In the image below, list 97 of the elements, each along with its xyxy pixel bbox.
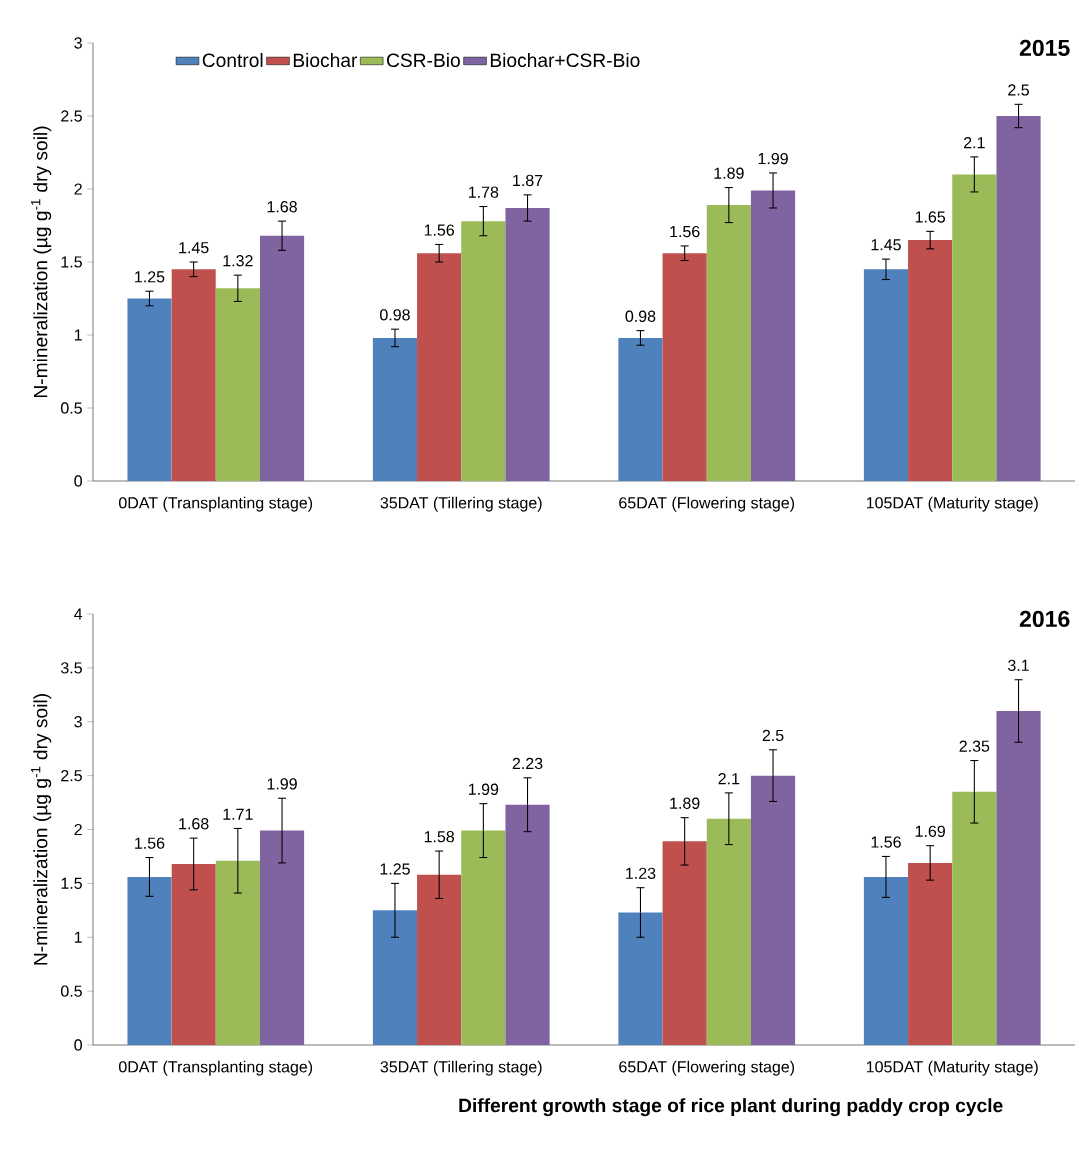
- x-tick-label: 65DAT (Flowering stage): [619, 496, 795, 512]
- data-label: 1.23: [626, 867, 656, 879]
- y-tick-label: 1: [74, 329, 82, 341]
- data-label: 2.1: [964, 137, 985, 149]
- bar: [505, 804, 550, 1046]
- bar: [706, 205, 751, 481]
- y-tick-label: 1.5: [61, 256, 82, 268]
- chart-title: 2015: [1019, 39, 1070, 57]
- data-label: 1.32: [223, 255, 253, 267]
- y-tick-label: 0.5: [60, 402, 82, 414]
- bar: [417, 253, 462, 481]
- data-label: 1.78: [468, 186, 499, 198]
- y-tick-label: 2: [74, 183, 82, 195]
- x-tick-label: 105DAT (Maturity stage): [866, 496, 1038, 512]
- bar: [952, 174, 997, 481]
- legend-label: Biochar+CSR-Bio: [490, 52, 640, 68]
- bar: [750, 775, 796, 1046]
- data-label: 1.45: [871, 239, 901, 251]
- y-tick-label: 3: [74, 37, 82, 49]
- data-label: 1.68: [179, 818, 209, 830]
- legend-label: CSR-Bio: [387, 52, 460, 68]
- data-label: 1.65: [915, 211, 946, 223]
- bar: [952, 791, 997, 1046]
- bar: [171, 863, 216, 1046]
- data-label: 1.87: [513, 174, 543, 187]
- data-label: 1.56: [670, 225, 700, 238]
- x-tick-label: 35DAT (Tillering stage): [380, 1060, 542, 1076]
- data-label: 2.1: [718, 773, 740, 785]
- data-label: 1.56: [424, 224, 455, 236]
- bar: [461, 221, 506, 481]
- bar: [618, 912, 663, 1046]
- bar: [259, 235, 305, 481]
- data-label: 1.56: [135, 837, 165, 849]
- y-tick-label: 2.5: [61, 110, 82, 122]
- bar: [372, 910, 418, 1046]
- bar: [662, 253, 707, 481]
- y-tick-label: 0.5: [60, 985, 82, 997]
- data-label: 3.1: [1008, 659, 1029, 672]
- bar: [863, 269, 909, 481]
- data-label: 2.35: [959, 740, 990, 752]
- y-tick-label: 1: [74, 931, 82, 943]
- data-label: 2.23: [512, 757, 543, 770]
- data-label: 1.69: [915, 825, 945, 837]
- bar: [706, 818, 751, 1046]
- data-label: 1.89: [670, 797, 700, 809]
- y-tick-label: 4: [74, 608, 83, 620]
- bar: [215, 860, 260, 1046]
- legend-label: Control: [202, 52, 263, 68]
- legend-label: Biochar: [293, 52, 358, 68]
- bar: [750, 190, 796, 481]
- bar: [417, 874, 462, 1046]
- x-tick-label: 35DAT (Tillering stage): [380, 496, 542, 512]
- data-label: 1.25: [380, 863, 410, 875]
- bar: [215, 288, 260, 481]
- data-label: 1.99: [468, 783, 499, 795]
- data-label: 1.58: [424, 831, 455, 843]
- data-label: 1.68: [267, 201, 297, 213]
- bar: [662, 841, 707, 1046]
- bar: [461, 830, 506, 1046]
- bar: [372, 337, 418, 481]
- y-tick-label: 0: [74, 1039, 82, 1051]
- chart-title: 2016: [1019, 610, 1070, 628]
- bar: [505, 207, 550, 481]
- x-tick-label: 0DAT (Transplanting stage): [119, 1060, 313, 1076]
- x-axis-title: Different growth stage of rice plant during paddy crop cycle: [459, 1098, 1003, 1117]
- data-label: 1.25: [135, 271, 165, 283]
- x-tick-label: 0DAT (Transplanting stage): [119, 496, 313, 512]
- y-tick-label: 2: [74, 823, 82, 836]
- data-label: 1.56: [871, 836, 901, 848]
- data-label: 0.98: [625, 310, 656, 322]
- data-label: 1.99: [758, 152, 788, 165]
- bar: [863, 876, 909, 1046]
- data-label: 1.99: [267, 778, 297, 790]
- data-label: 1.71: [223, 808, 253, 820]
- y-tick-label: 1.5: [61, 877, 82, 889]
- data-label: 1.89: [714, 167, 744, 179]
- data-label: 2.5: [1008, 84, 1029, 96]
- data-label: 1.45: [179, 242, 209, 254]
- y-axis-title: N-mineralization (µg g$^{-1}$ dry soil): [31, 126, 52, 398]
- bar: [996, 116, 1041, 481]
- y-tick-label: 0: [74, 475, 82, 487]
- data-label: 0.98: [380, 309, 410, 321]
- bar: [171, 269, 216, 481]
- bar: [618, 337, 663, 481]
- data-label: 2.5: [762, 729, 784, 742]
- x-tick-label: 65DAT (Flowering stage): [619, 1060, 795, 1076]
- y-tick-label: 2.5: [61, 769, 82, 782]
- bar: [996, 710, 1041, 1046]
- x-tick-label: 105DAT (Maturity stage): [866, 1060, 1038, 1076]
- bar: [259, 830, 305, 1046]
- bar: [127, 298, 172, 481]
- bar: [908, 862, 953, 1046]
- y-tick-label: 3.5: [60, 662, 82, 674]
- y-axis-title: N-mineralization (µg g$^{-1}$ dry soil): [31, 694, 52, 965]
- bar: [127, 876, 172, 1046]
- y-tick-label: 3: [74, 716, 82, 728]
- bar: [908, 240, 953, 481]
